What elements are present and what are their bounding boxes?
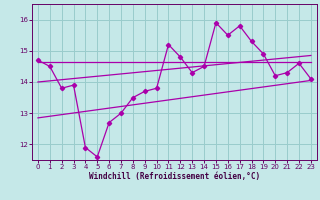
X-axis label: Windchill (Refroidissement éolien,°C): Windchill (Refroidissement éolien,°C) — [89, 172, 260, 181]
